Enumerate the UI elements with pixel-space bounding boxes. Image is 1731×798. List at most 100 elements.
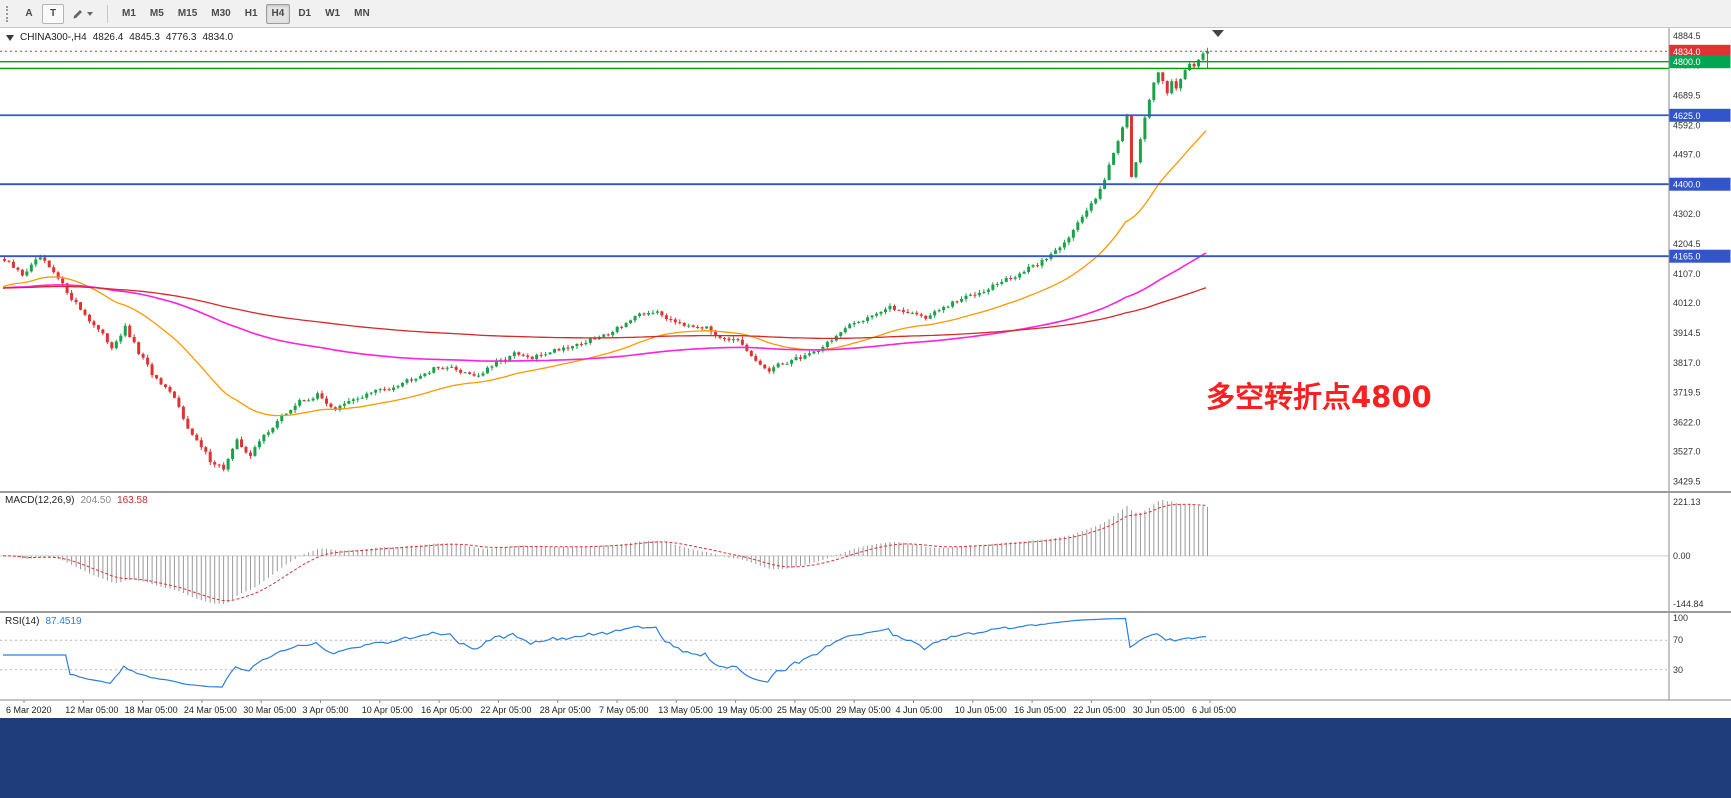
macd-signal-line: [2, 503, 1207, 602]
candle-down: [56, 272, 60, 279]
candle-down: [714, 331, 718, 336]
text-label-button[interactable]: T: [42, 3, 64, 24]
candle-up: [1206, 51, 1209, 54]
timeframe-button-d1[interactable]: D1: [298, 8, 312, 19]
candle-up: [776, 363, 780, 368]
main-chart-pane: [0, 28, 1669, 492]
candle-up: [485, 367, 489, 374]
candle-up: [414, 378, 418, 381]
candle-down: [177, 397, 181, 407]
candle-up: [633, 316, 637, 321]
candle-up: [432, 367, 436, 373]
candle-down: [92, 321, 96, 326]
candle-up: [646, 313, 650, 315]
candle-up: [687, 325, 691, 327]
candle-up: [875, 313, 879, 316]
candle-down: [678, 322, 682, 324]
candle-up: [1107, 164, 1111, 180]
candle-up: [655, 311, 659, 313]
candle-up: [812, 351, 816, 354]
candle-up: [38, 257, 42, 260]
candle-down: [146, 357, 150, 365]
chart-plot-area[interactable]: [0, 28, 1669, 492]
macd-axis-label: -144.84: [1673, 599, 1704, 609]
candle-up: [1201, 53, 1205, 60]
candle-up: [910, 312, 914, 314]
price-badge-label: 4834.0: [1673, 47, 1701, 57]
timeframe-button-w1[interactable]: W1: [325, 8, 341, 19]
annotate-text-button[interactable]: A: [25, 8, 33, 19]
candle-up: [257, 441, 261, 448]
candle-down: [79, 302, 83, 310]
candle-down: [383, 389, 387, 391]
candle-up: [1013, 277, 1017, 279]
candle-up: [481, 373, 485, 376]
candle-up: [289, 410, 293, 414]
candle-up: [1179, 79, 1183, 89]
candle-up: [982, 291, 986, 293]
candle-up: [1089, 203, 1093, 211]
price-tick-label: 4012.0: [1673, 298, 1701, 308]
time-axis-label: 28 Apr 05:00: [540, 705, 591, 715]
candle-up: [870, 315, 874, 318]
price-tick-label: 4689.5: [1673, 91, 1701, 101]
candle-down: [901, 310, 905, 312]
timeframe-button-m30[interactable]: M30: [211, 8, 231, 19]
candle-up: [365, 393, 369, 398]
draw-tools-button[interactable]: [66, 4, 99, 24]
candle-down: [217, 464, 221, 466]
candle-up: [280, 415, 284, 421]
candle-down: [195, 434, 199, 441]
candle-up: [369, 392, 373, 394]
candle-down: [3, 259, 6, 261]
time-axis-label: 19 May 05:00: [718, 705, 773, 715]
macd-axis-label: 221.13: [1673, 497, 1701, 507]
candle-up: [29, 264, 33, 272]
timeframe-button-h1[interactable]: H1: [244, 8, 258, 19]
candle-up: [951, 301, 955, 307]
candle-up: [615, 326, 619, 332]
candle-up: [1058, 247, 1062, 251]
toolbar-grip[interactable]: [6, 5, 11, 22]
candle-up: [562, 347, 566, 351]
candle-up: [584, 342, 588, 345]
candle-down: [248, 452, 252, 456]
time-axis-label: 25 May 05:00: [777, 705, 832, 715]
timeframe-button-mn[interactable]: MN: [354, 8, 370, 19]
candle-down: [132, 337, 136, 343]
candle-down: [521, 354, 525, 356]
candle-up: [816, 351, 820, 352]
candle-up: [119, 335, 123, 342]
rsi-line: [3, 617, 1207, 688]
candle-up: [450, 366, 454, 368]
candle-up: [790, 360, 794, 364]
candle-down: [691, 325, 695, 327]
candle-up: [1027, 266, 1031, 272]
candle-up: [1000, 281, 1004, 284]
candle-down: [620, 326, 624, 328]
candle-up: [342, 403, 346, 406]
chart-shift-marker[interactable]: [1212, 30, 1224, 37]
rsi-pane[interactable]: [0, 617, 1669, 688]
timeframe-button-h4[interactable]: H4: [265, 3, 291, 24]
timeframe-button-m15[interactable]: M15: [177, 8, 198, 19]
candle-up: [1138, 139, 1142, 163]
time-axis[interactable]: [0, 700, 1731, 718]
timeframe-button-m1[interactable]: M1: [122, 8, 136, 19]
candle-up: [933, 311, 937, 316]
candle-down: [441, 367, 445, 369]
price-axis[interactable]: [1669, 28, 1731, 700]
candle-down: [517, 352, 521, 355]
macd-pane[interactable]: [0, 500, 1669, 604]
candle-down: [436, 367, 440, 369]
candle-up: [226, 459, 230, 470]
chart-canvas[interactable]: 4884.54787.04689.54592.04497.04302.04204…: [0, 28, 1731, 718]
price-tick-label: 4592.0: [1673, 120, 1701, 130]
candle-up: [629, 320, 633, 324]
candle-up: [960, 299, 964, 302]
timeframe-button-m5[interactable]: M5: [149, 8, 164, 19]
candle-up: [705, 326, 709, 329]
candle-up: [807, 353, 811, 356]
candle-down: [213, 462, 217, 465]
candle-up: [1112, 153, 1116, 165]
